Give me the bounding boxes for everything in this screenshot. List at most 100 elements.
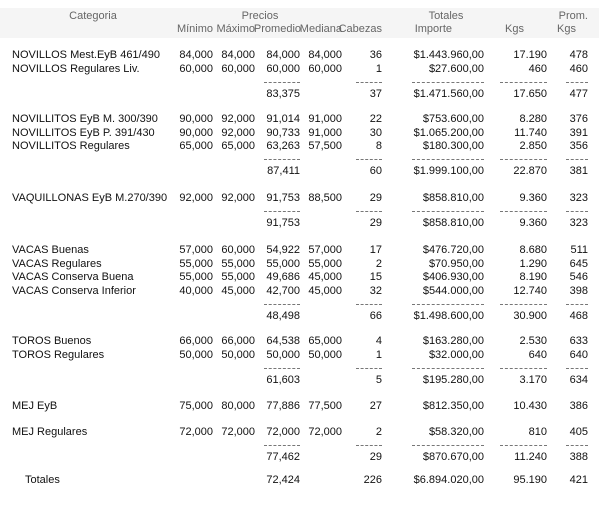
category: NOVILLITOS Regulares	[12, 140, 130, 152]
cell: 92,000	[179, 192, 213, 204]
cell: 29	[369, 192, 382, 204]
separator	[500, 81, 547, 83]
subtotal: 388	[569, 451, 588, 463]
totals-label: Totales	[25, 474, 60, 486]
subtotal: 37	[369, 87, 382, 100]
cell: 17	[369, 244, 382, 256]
cell: 460	[569, 62, 588, 75]
cell: 45,000	[308, 271, 342, 283]
cell: 75,000	[179, 400, 213, 412]
separator	[356, 367, 382, 369]
cell: $70.950,00	[428, 257, 484, 270]
cell: 45,000	[221, 284, 255, 297]
cell: 90,000	[179, 113, 213, 125]
subtotal: 468	[569, 309, 588, 322]
cell: 405	[569, 426, 588, 438]
separator	[264, 211, 300, 212]
cell: 49,686	[266, 271, 300, 283]
cell: 32	[369, 284, 382, 297]
cell: 460	[528, 62, 547, 75]
total: 72,424	[266, 474, 300, 486]
cell: 8	[375, 140, 382, 152]
cell: 60,000	[221, 244, 255, 256]
subtotal: 11.240	[514, 451, 547, 463]
cell: 91,753	[266, 192, 300, 204]
separator	[264, 81, 300, 83]
cell: 60,000	[221, 62, 255, 75]
header-label: Prom.	[558, 10, 588, 22]
category: VAQUILLONAS EyB M.270/390	[12, 192, 168, 204]
separator	[500, 211, 547, 212]
category: NOVILLOS Mest.EyB 461/490	[12, 49, 160, 61]
cell: 55,000	[179, 271, 213, 283]
separator	[356, 211, 382, 212]
separator	[500, 303, 547, 305]
subtotal: 77,462	[266, 451, 300, 463]
cell: $1.065.200,00	[413, 126, 484, 139]
cell: 17.190	[513, 49, 547, 61]
cell: 65,000	[221, 140, 255, 152]
cell: 2	[375, 426, 382, 438]
category: TOROS Regulares	[12, 348, 105, 361]
separator	[566, 159, 588, 160]
subtotal: 9.360	[519, 217, 547, 229]
cell: 57,500	[308, 140, 342, 152]
cell: $406.930,00	[422, 271, 484, 283]
subtotal: 17.650	[513, 87, 547, 100]
category: NOVILLOS Regulares Liv.	[12, 62, 140, 75]
cell: 55,000	[308, 257, 342, 270]
separator	[356, 81, 382, 83]
cell: 54,922	[266, 244, 300, 256]
cell: 84,000	[179, 49, 213, 61]
column-header: Promedio	[253, 23, 301, 35]
cell: 15	[369, 271, 382, 283]
subtotal: 3.170	[519, 373, 547, 386]
separator	[412, 367, 484, 369]
cell: 1	[375, 348, 382, 361]
cell: $1.443.960,00	[413, 49, 484, 61]
separator	[264, 367, 300, 369]
cell: 80,000	[221, 400, 255, 412]
cell: 2.530	[519, 335, 547, 347]
cell: 91,000	[308, 113, 342, 125]
cell: 50,000	[179, 348, 213, 361]
cell: 90,000	[179, 126, 213, 139]
subtotal: 29	[369, 451, 382, 463]
category: VACAS Conserva Buena	[12, 271, 134, 283]
category: NOVILLITOS EyB P. 391/430	[12, 126, 155, 139]
subtotal: 91,753	[266, 217, 300, 229]
cell: $476.720,00	[422, 244, 484, 256]
separator	[500, 445, 547, 446]
cell: 27	[369, 400, 382, 412]
cell: 55,000	[221, 257, 255, 270]
cell: 30	[369, 126, 382, 139]
column-header: Mediana	[299, 23, 342, 35]
cell: 77,500	[308, 400, 342, 412]
cell: 84,000	[266, 49, 300, 61]
separator	[412, 445, 484, 446]
cell: 323	[569, 192, 588, 204]
cell: 45,000	[308, 284, 342, 297]
cell: 65,000	[308, 335, 342, 347]
cell: 66,000	[221, 335, 255, 347]
cell: 92,000	[221, 192, 255, 204]
cell: 72,000	[308, 426, 342, 438]
cell: 8.190	[519, 271, 547, 283]
separator	[500, 367, 547, 369]
separator	[264, 445, 300, 446]
subtotal: $1.999.100,00	[413, 165, 484, 177]
cell: $858.810,00	[422, 192, 484, 204]
subtotal: 87,411	[267, 165, 300, 177]
subtotal: 477	[569, 87, 588, 100]
cell: 376	[569, 113, 588, 125]
cell: 88,500	[308, 192, 342, 204]
cell: 55,000	[179, 257, 213, 270]
cell: 2	[375, 257, 382, 270]
column-header: Mínimo	[176, 23, 213, 35]
subtotal: 66	[369, 309, 382, 322]
cell: 63,263	[266, 140, 300, 152]
cell: 77,886	[266, 400, 300, 412]
subtotal: $858.810,00	[422, 217, 484, 229]
cell: 42,700	[266, 284, 300, 297]
